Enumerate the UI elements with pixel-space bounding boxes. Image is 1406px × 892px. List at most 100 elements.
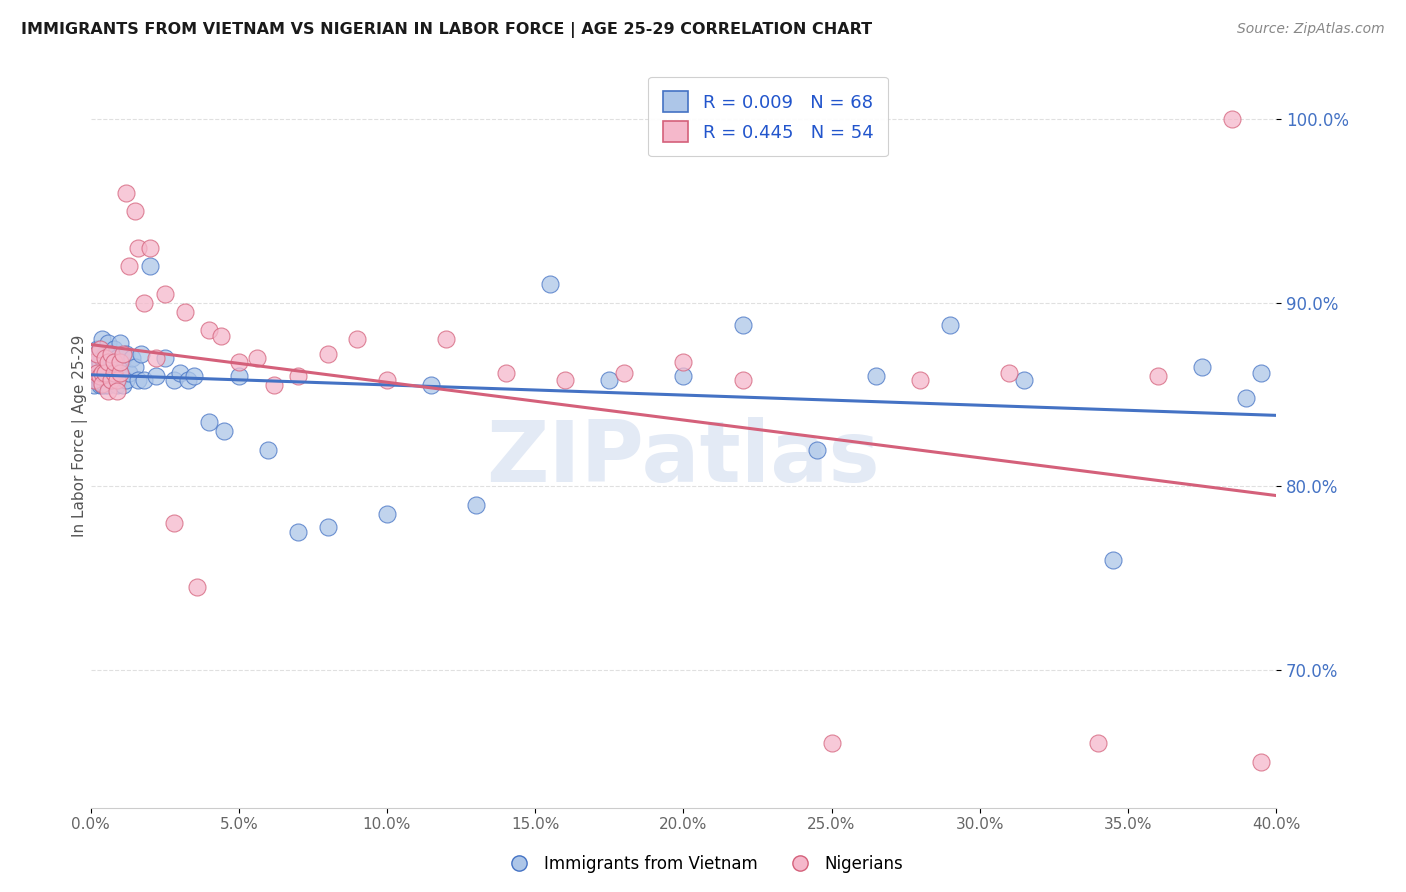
Point [212, 424, 235, 438]
Point [103, 369, 125, 384]
Point [177, 373, 200, 387]
Point [287, 369, 309, 384]
Point [1087, 736, 1109, 750]
Point [97, 336, 120, 351]
Point [112, 378, 135, 392]
Point [83, 378, 105, 392]
Point [245, 351, 267, 365]
Point [1191, 359, 1213, 374]
Point [939, 318, 962, 332]
Point [145, 351, 167, 365]
Point [100, 373, 122, 387]
Point [910, 373, 932, 387]
Point [94, 369, 117, 384]
Point [464, 498, 486, 512]
Point [375, 507, 398, 521]
Point [97, 384, 120, 398]
Point [731, 373, 754, 387]
Point [83, 354, 105, 368]
Point [434, 333, 457, 347]
Point [287, 525, 309, 540]
Point [209, 328, 232, 343]
Point [86, 347, 108, 361]
Point [127, 241, 149, 255]
Point [118, 366, 141, 380]
Point [1236, 391, 1258, 405]
Point [89, 378, 111, 392]
Point [162, 516, 184, 530]
Point [100, 366, 122, 380]
Point [598, 373, 620, 387]
Point [115, 347, 138, 361]
Legend: Immigrants from Vietnam, Nigerians: Immigrants from Vietnam, Nigerians [496, 848, 910, 880]
Point [105, 373, 128, 387]
Point [83, 373, 105, 387]
Point [139, 241, 162, 255]
Point [103, 366, 125, 380]
Point [316, 347, 339, 361]
Point [129, 347, 152, 361]
Point [183, 369, 205, 384]
Point [198, 323, 221, 337]
Point [86, 366, 108, 380]
Point [89, 342, 111, 356]
Point [495, 366, 517, 380]
Text: ZIPatlas: ZIPatlas [486, 417, 880, 500]
Point [86, 342, 108, 356]
Point [89, 369, 111, 384]
Y-axis label: In Labor Force | Age 25-29: In Labor Force | Age 25-29 [72, 334, 87, 537]
Point [100, 347, 122, 361]
Point [94, 347, 117, 361]
Point [132, 295, 155, 310]
Point [346, 333, 368, 347]
Point [169, 366, 191, 380]
Point [132, 373, 155, 387]
Point [91, 366, 114, 380]
Point [97, 354, 120, 368]
Point [94, 351, 117, 365]
Point [375, 373, 398, 387]
Point [538, 277, 561, 292]
Point [613, 366, 636, 380]
Point [186, 580, 208, 594]
Point [110, 366, 132, 380]
Point [112, 347, 135, 361]
Point [420, 378, 443, 392]
Point [672, 369, 695, 384]
Point [124, 359, 146, 374]
Point [162, 373, 184, 387]
Point [1102, 553, 1125, 567]
Point [1012, 373, 1035, 387]
Point [94, 366, 117, 380]
Point [100, 351, 122, 365]
Point [153, 286, 176, 301]
Point [110, 354, 132, 368]
Point [89, 354, 111, 368]
Point [139, 259, 162, 273]
Point [91, 333, 114, 347]
Point [91, 376, 114, 391]
Point [103, 354, 125, 368]
Point [110, 369, 132, 384]
Point [103, 342, 125, 356]
Point [198, 415, 221, 429]
Point [731, 318, 754, 332]
Point [97, 359, 120, 374]
Point [228, 369, 250, 384]
Point [1146, 369, 1168, 384]
Point [105, 351, 128, 365]
Point [124, 203, 146, 218]
Point [91, 351, 114, 365]
Point [865, 369, 887, 384]
Point [127, 373, 149, 387]
Point [174, 305, 197, 319]
Legend: R = 0.009   N = 68, R = 0.445   N = 54: R = 0.009 N = 68, R = 0.445 N = 54 [648, 77, 887, 156]
Point [257, 442, 280, 457]
Point [94, 378, 117, 392]
Point [89, 369, 111, 384]
Point [1220, 112, 1243, 127]
Point [86, 369, 108, 384]
Point [672, 354, 695, 368]
Point [86, 359, 108, 374]
Point [153, 351, 176, 365]
